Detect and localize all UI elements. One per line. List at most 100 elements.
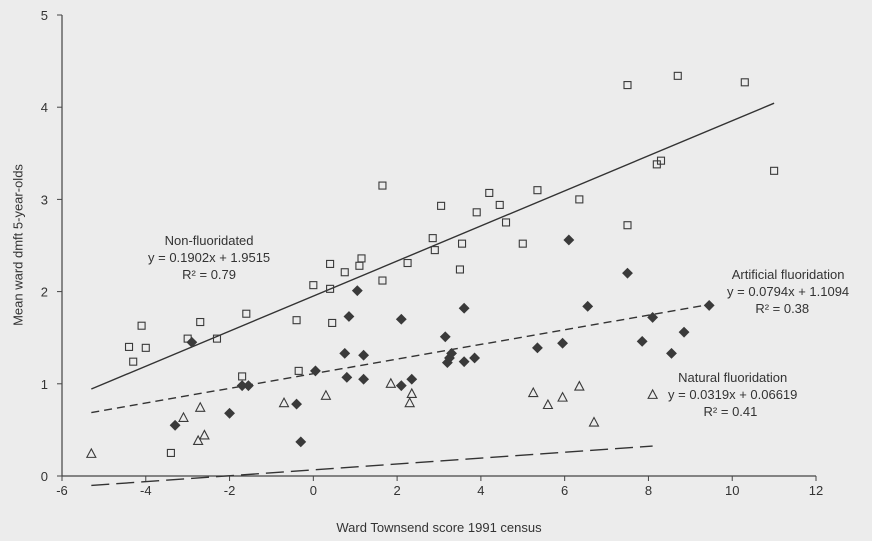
point-non-fluoridated	[326, 259, 335, 268]
non-fluoridated-r-squared: R² = 0.79	[182, 267, 236, 282]
point-non-fluoridated	[472, 208, 481, 217]
point-non-fluoridated	[294, 366, 303, 375]
point-artificial-fluoridation	[532, 342, 543, 354]
point-artificial-fluoridation	[169, 419, 181, 431]
point-natural-fluoridation	[527, 386, 539, 398]
point-artificial-fluoridation	[557, 337, 568, 349]
point-natural-fluoridation	[542, 398, 554, 410]
y-tick-label: 4	[41, 100, 48, 115]
point-artificial-fluoridation	[666, 347, 677, 359]
x-tick-label: -4	[140, 483, 152, 498]
point-non-fluoridated	[326, 284, 335, 293]
point-non-fluoridated	[166, 448, 175, 458]
point-non-fluoridated	[196, 317, 205, 327]
point-non-fluoridated	[292, 316, 301, 325]
point-non-fluoridated	[485, 188, 494, 197]
point-artificial-fluoridation	[339, 347, 351, 359]
y-axis-label: Mean ward dmft 5-year-olds	[10, 164, 26, 326]
point-non-fluoridated	[437, 201, 446, 210]
point-non-fluoridated	[378, 276, 387, 285]
artificial-fluoridation-r-squared: R² = 0.38	[755, 301, 810, 316]
point-non-fluoridated	[518, 239, 527, 248]
point-non-fluoridated	[428, 234, 437, 243]
point-artificial-fluoridation	[458, 356, 470, 368]
point-non-fluoridated	[357, 254, 366, 263]
point-artificial-fluoridation	[310, 365, 321, 377]
point-non-fluoridated	[403, 258, 412, 268]
point-artificial-fluoridation	[358, 349, 370, 361]
point-non-fluoridated	[378, 181, 387, 190]
point-non-fluoridated	[430, 246, 439, 255]
point-artificial-fluoridation	[341, 371, 353, 383]
y-tick-label: 2	[41, 285, 48, 300]
x-tick-label: 10	[725, 483, 739, 498]
point-non-fluoridated	[242, 309, 251, 318]
x-tick-label: 6	[561, 483, 568, 498]
x-tick-label: 4	[477, 483, 484, 498]
point-artificial-fluoridation	[678, 326, 690, 338]
point-natural-fluoridation	[199, 429, 210, 440]
natural-fluoridation-r-squared: R² = 0.41	[703, 404, 758, 419]
point-artificial-fluoridation	[242, 380, 254, 392]
point-artificial-fluoridation	[636, 335, 648, 347]
non-fluoridated-label: Non-fluoridated	[164, 233, 254, 248]
point-non-fluoridated	[141, 343, 150, 352]
x-tick-label: 8	[645, 483, 652, 498]
artificial-fluoridation-label: Artificial fluoridation	[731, 267, 845, 282]
point-natural-fluoridation	[573, 380, 585, 391]
point-non-fluoridated	[673, 71, 682, 80]
point-non-fluoridated	[656, 156, 666, 165]
point-natural-fluoridation	[406, 387, 418, 398]
point-non-fluoridated	[129, 357, 138, 366]
point-artificial-fluoridation	[458, 302, 470, 314]
trendline-natural-fluoridation	[91, 445, 653, 487]
point-artificial-fluoridation	[469, 352, 481, 364]
point-natural-fluoridation	[85, 447, 97, 458]
point-natural-fluoridation	[404, 396, 416, 408]
x-tick-label: -2	[224, 483, 236, 498]
y-tick-label: 0	[41, 469, 48, 484]
point-artificial-fluoridation	[647, 311, 659, 323]
natural-fluoridation-equation: y = 0.0319x + 0.06619	[668, 387, 798, 402]
point-natural-fluoridation	[647, 388, 659, 399]
point-non-fluoridated	[575, 195, 584, 204]
point-non-fluoridated	[355, 261, 364, 270]
point-non-fluoridated	[309, 281, 318, 290]
point-natural-fluoridation	[557, 391, 568, 402]
point-non-fluoridated	[238, 372, 247, 381]
point-non-fluoridated	[455, 265, 464, 274]
point-non-fluoridated	[495, 200, 504, 209]
point-non-fluoridated	[212, 334, 222, 343]
point-natural-fluoridation	[588, 416, 600, 427]
point-natural-fluoridation	[194, 401, 206, 412]
x-tick-label: 12	[809, 483, 823, 498]
x-tick-label: 0	[310, 483, 317, 498]
point-artificial-fluoridation	[224, 407, 235, 419]
point-non-fluoridated	[457, 239, 467, 248]
point-non-fluoridated	[740, 78, 749, 87]
point-natural-fluoridation	[278, 396, 290, 408]
point-artificial-fluoridation	[395, 380, 407, 392]
point-natural-fluoridation	[320, 389, 332, 400]
point-non-fluoridated	[124, 342, 134, 351]
artificial-fluoridation-equation: y = 0.0794x + 1.1094	[727, 284, 850, 299]
point-artificial-fluoridation	[446, 347, 457, 359]
data-points	[85, 71, 779, 458]
point-non-fluoridated	[137, 321, 146, 330]
point-non-fluoridated	[770, 166, 779, 175]
point-artificial-fluoridation	[291, 398, 303, 410]
y-tick-label: 5	[41, 8, 48, 23]
point-non-fluoridated	[501, 218, 511, 227]
point-artificial-fluoridation	[622, 267, 633, 279]
x-axis-label: Ward Townsend score 1991 census	[336, 520, 542, 535]
point-artificial-fluoridation	[343, 311, 355, 322]
y-tick-label: 1	[41, 377, 48, 392]
point-artificial-fluoridation	[439, 331, 451, 343]
point-artificial-fluoridation	[295, 436, 307, 448]
point-artificial-fluoridation	[351, 285, 363, 297]
trendline-artificial-fluoridation	[91, 303, 712, 414]
x-tick-label: 2	[393, 483, 400, 498]
trendlines	[91, 102, 775, 487]
